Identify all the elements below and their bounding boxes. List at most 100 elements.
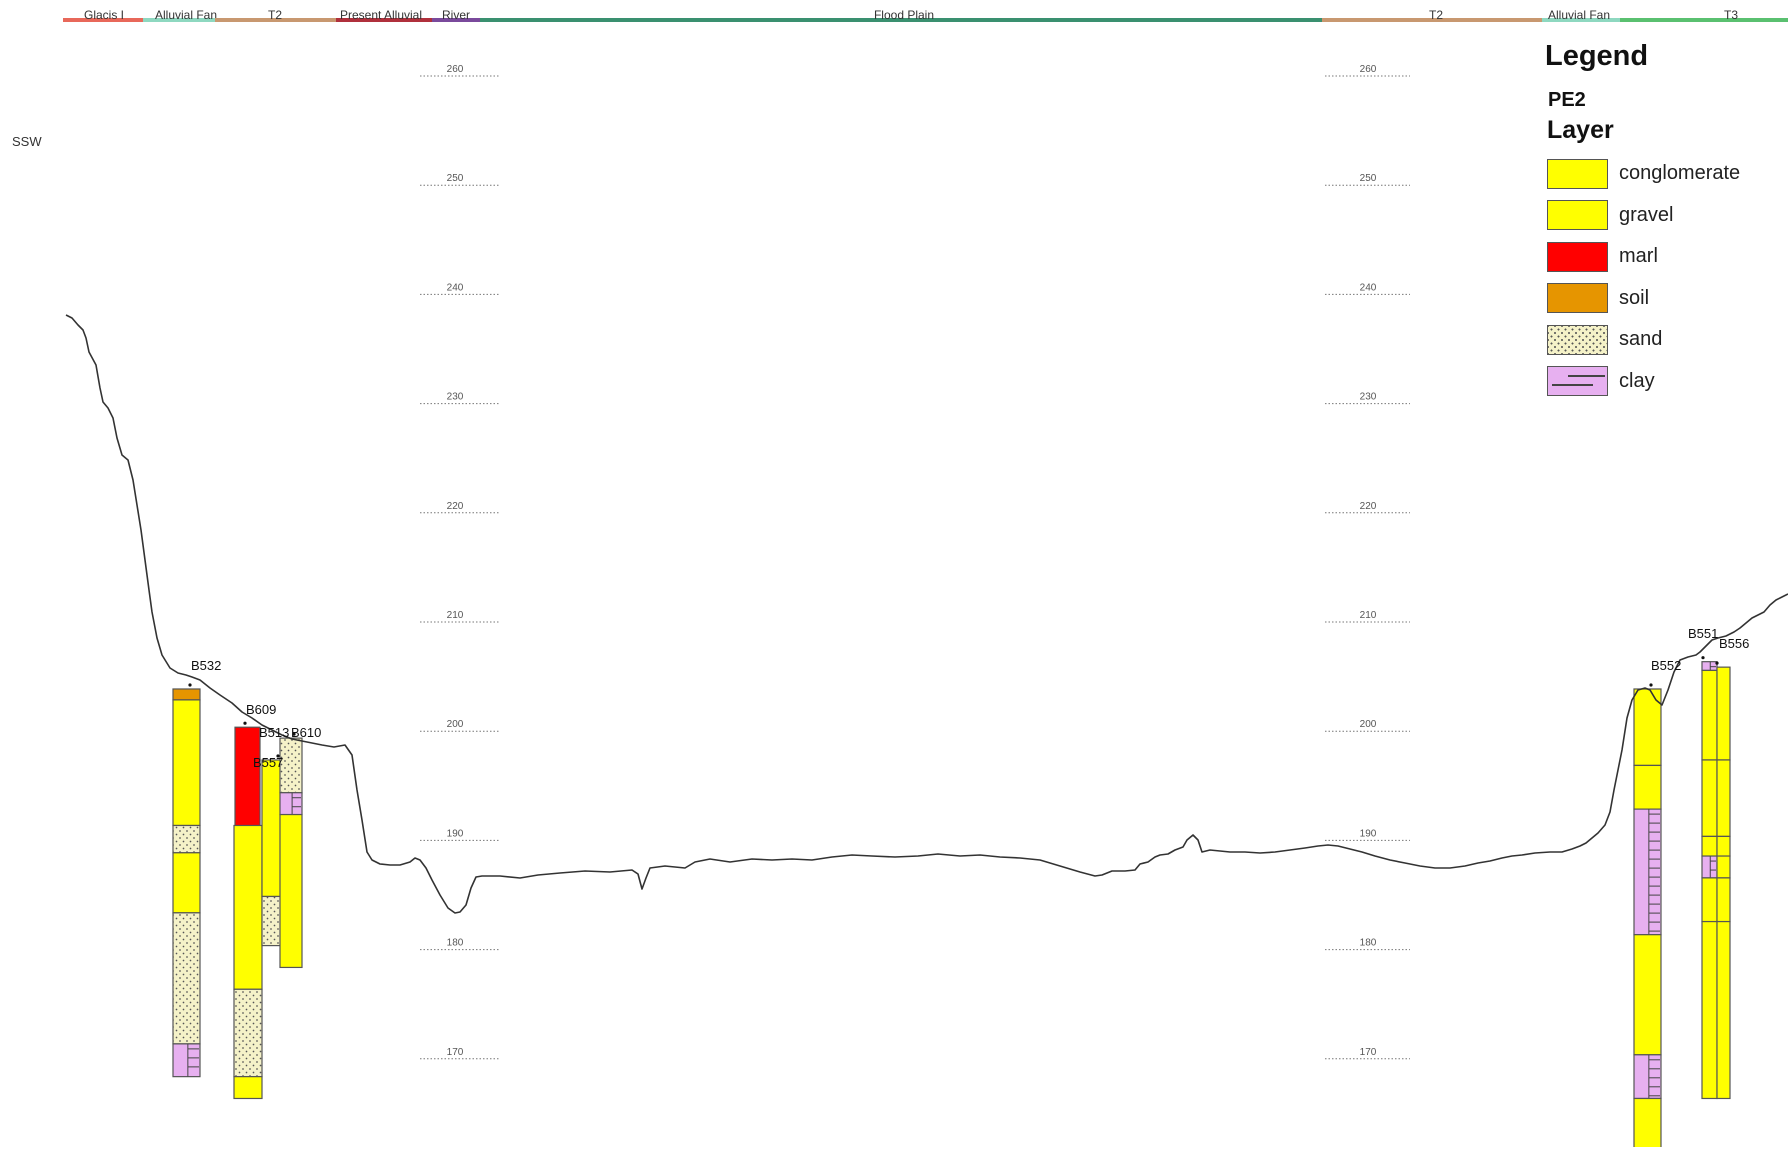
boreholes xyxy=(172,661,1731,1152)
left-elevation-label: 190 xyxy=(447,828,464,839)
right-elevation-label: 240 xyxy=(1360,282,1377,293)
legend-label: soil xyxy=(1619,286,1650,309)
layer-gravel xyxy=(1701,669,1718,761)
layer-clay xyxy=(1633,1054,1662,1100)
legend-label: clay xyxy=(1619,369,1655,392)
right-elevation-label: 230 xyxy=(1360,392,1377,403)
borehole-b532 xyxy=(172,688,201,1078)
layer-sand xyxy=(233,988,263,1078)
sand-swatch xyxy=(1547,324,1608,355)
unit-bar-segment-glacis-i xyxy=(63,18,143,22)
left-elevation-label: 210 xyxy=(447,610,464,621)
borehole-collar-dot xyxy=(1649,683,1653,687)
right-elevation-label: 200 xyxy=(1360,719,1377,730)
layer-clay xyxy=(1633,808,1662,936)
legend-item-conglomerate: conglomerate xyxy=(1540,153,1780,195)
unit-bar-segment-present-alluvial xyxy=(336,18,432,22)
layer-gravel xyxy=(172,852,201,914)
layer-gravel xyxy=(1716,855,1731,879)
right-elevation-label: 250 xyxy=(1360,173,1377,184)
unit-label-glacis-i: Glacis I xyxy=(84,8,124,22)
legend-label: gravel xyxy=(1619,203,1674,226)
borehole-collar-dot xyxy=(1715,661,1719,665)
layer-gravel xyxy=(1701,877,1718,923)
unit-label-flood-plain: Flood Plain xyxy=(874,8,934,22)
borehole-b557 xyxy=(233,824,263,1100)
unit-bar-segment-t2 xyxy=(215,18,336,22)
layer-sand xyxy=(172,912,201,1045)
layer-marl xyxy=(234,726,261,843)
unit-label-alluvial-fan: Alluvial Fan xyxy=(1548,8,1610,22)
legend-item-sand: sand xyxy=(1540,319,1780,361)
borehole-collar-dot xyxy=(188,683,192,687)
borehole-collar-dot xyxy=(276,754,280,758)
unit-label-t3: T3 xyxy=(1724,8,1738,22)
left-elevation-label: 170 xyxy=(447,1047,464,1058)
layer-clay xyxy=(279,792,303,816)
unit-label-present-alluvial: Present Alluvial xyxy=(340,8,422,22)
borehole-label-b552: B552 xyxy=(1651,658,1681,673)
borehole-b610 xyxy=(279,737,303,969)
layer-sand xyxy=(172,824,201,854)
layer-gravel xyxy=(1633,934,1662,1056)
layer-clay xyxy=(1701,855,1718,879)
layer-gravel xyxy=(279,813,303,969)
borehole-label-b551: B551 xyxy=(1688,626,1718,641)
right-elevation-label: 190 xyxy=(1360,828,1377,839)
conglomerate-swatch xyxy=(1547,158,1608,189)
left-elevation-label: 180 xyxy=(447,938,464,949)
borehole-label-b610: B610 xyxy=(291,725,321,740)
legend: Legend PE2 Layer conglomerate gravel mar… xyxy=(1540,40,1780,402)
legend-item-marl: marl xyxy=(1540,236,1780,278)
unit-label-alluvial-fan: Alluvial Fan xyxy=(155,8,217,22)
layer-clay xyxy=(1701,661,1718,672)
legend-label: marl xyxy=(1619,245,1658,268)
borehole-label-b556: B556 xyxy=(1719,636,1749,651)
left-elevation-label: 260 xyxy=(447,64,464,75)
left-elevation-label: 230 xyxy=(447,392,464,403)
borehole-collar-dot xyxy=(1701,656,1705,660)
layer-gravel xyxy=(1701,920,1718,1100)
elevation-markers: 260 260 250 250 240 240 230 230 220 220 210 210 200 2… xyxy=(420,64,1410,1060)
right-elevation-label: 180 xyxy=(1360,938,1377,949)
legend-title: Legend xyxy=(1545,40,1649,72)
unit-label-river: River xyxy=(442,8,470,22)
unit-bar-segment-river xyxy=(432,18,480,22)
legend-item-soil: soil xyxy=(1540,278,1780,320)
borehole-label-b532: B532 xyxy=(191,658,221,673)
layer-gravel xyxy=(1716,666,1731,761)
borehole-label-b609: B609 xyxy=(246,702,276,717)
unit-bar-segment-t2 xyxy=(1322,18,1542,22)
legend-subtitle: PE2 xyxy=(1548,89,1586,111)
layer-gravel xyxy=(1716,877,1731,923)
legend-layer-title: Layer xyxy=(1547,116,1614,144)
layer-gravel xyxy=(1716,835,1731,857)
borehole-b556 xyxy=(1716,666,1731,1100)
layer-gravel xyxy=(1701,759,1718,838)
layer-gravel xyxy=(233,824,263,990)
clay-swatch xyxy=(1547,366,1608,397)
unit-bar-segment-t3 xyxy=(1620,18,1788,22)
soil-swatch xyxy=(1547,283,1608,314)
unit-label-t2: T2 xyxy=(1429,8,1443,22)
direction-label: SSW xyxy=(12,134,42,149)
layer-gravel xyxy=(172,699,201,827)
right-elevation-label: 220 xyxy=(1360,501,1377,512)
layer-gravel xyxy=(1633,764,1662,810)
borehole-b552 xyxy=(1633,688,1662,1152)
layer-gravel xyxy=(1701,835,1718,857)
borehole-label-b557: B557 xyxy=(253,755,283,770)
right-elevation-label: 170 xyxy=(1360,1047,1377,1058)
unit-bar-segment-flood-plain xyxy=(480,18,1322,22)
right-elevation-label: 260 xyxy=(1360,64,1377,75)
borehole-b551 xyxy=(1701,661,1718,1100)
right-elevation-label: 210 xyxy=(1360,610,1377,621)
layer-gravel xyxy=(1633,1097,1662,1152)
borehole-b513 xyxy=(261,759,286,947)
borehole-label-b513: B513 xyxy=(259,725,289,740)
unit-bar: Glacis I Alluvial Fan T2 Present Alluvial Ri… xyxy=(63,8,1788,22)
legend-label: sand xyxy=(1619,328,1663,351)
